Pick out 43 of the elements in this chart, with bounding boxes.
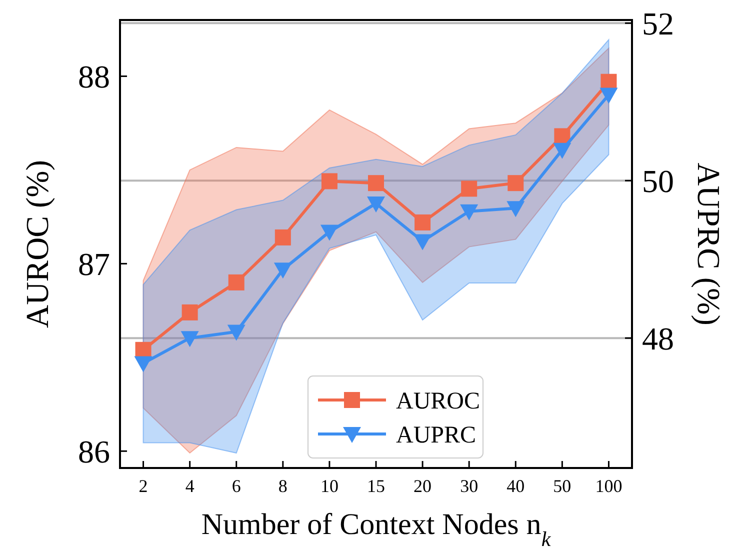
y-tick-label: 88 — [78, 58, 110, 94]
y-tick-label: 87 — [78, 246, 110, 282]
x-tick-label: 50 — [553, 476, 572, 496]
y2-tick-label: 48 — [642, 320, 674, 356]
x-tick-label: 100 — [595, 476, 622, 496]
y2-tick-label: 52 — [642, 5, 674, 42]
point — [553, 142, 572, 159]
point — [134, 356, 152, 372]
point — [135, 342, 152, 358]
x-tick-label: 10 — [320, 476, 338, 496]
y-tick-label: 86 — [78, 433, 110, 470]
point — [321, 173, 338, 190]
x-tick-label: 6 — [232, 476, 241, 496]
point — [506, 201, 525, 218]
point — [368, 175, 384, 192]
x-tick-label: 4 — [185, 476, 194, 496]
x-tick-label: 15 — [367, 476, 385, 496]
point — [414, 234, 432, 250]
x-tick-label: 8 — [278, 476, 288, 496]
legend-label: AUROC — [396, 388, 480, 414]
point — [180, 331, 199, 348]
legend-label: AUPRC — [396, 422, 476, 448]
y-axis-title: AUROC (%) — [19, 160, 55, 328]
y2-axis-title: AUPRC (%) — [691, 162, 727, 326]
point — [461, 180, 478, 197]
point — [227, 324, 246, 341]
y2-tick-label: 50 — [642, 162, 674, 199]
point — [508, 175, 524, 192]
x-tick-label: 20 — [414, 476, 432, 496]
x-tick-label: 30 — [460, 476, 478, 496]
point — [460, 204, 478, 220]
x-tick-label: 2 — [138, 476, 148, 496]
point — [320, 224, 338, 241]
point — [182, 304, 198, 320]
point — [274, 229, 291, 246]
point — [414, 214, 431, 230]
point — [274, 262, 292, 279]
point — [600, 88, 618, 104]
x-tick-label: 40 — [506, 476, 525, 496]
point — [228, 274, 244, 290]
point — [367, 196, 385, 212]
x-axis-title: Number of Context Nodes n$_{k}$ — [201, 508, 552, 551]
point — [554, 128, 570, 144]
